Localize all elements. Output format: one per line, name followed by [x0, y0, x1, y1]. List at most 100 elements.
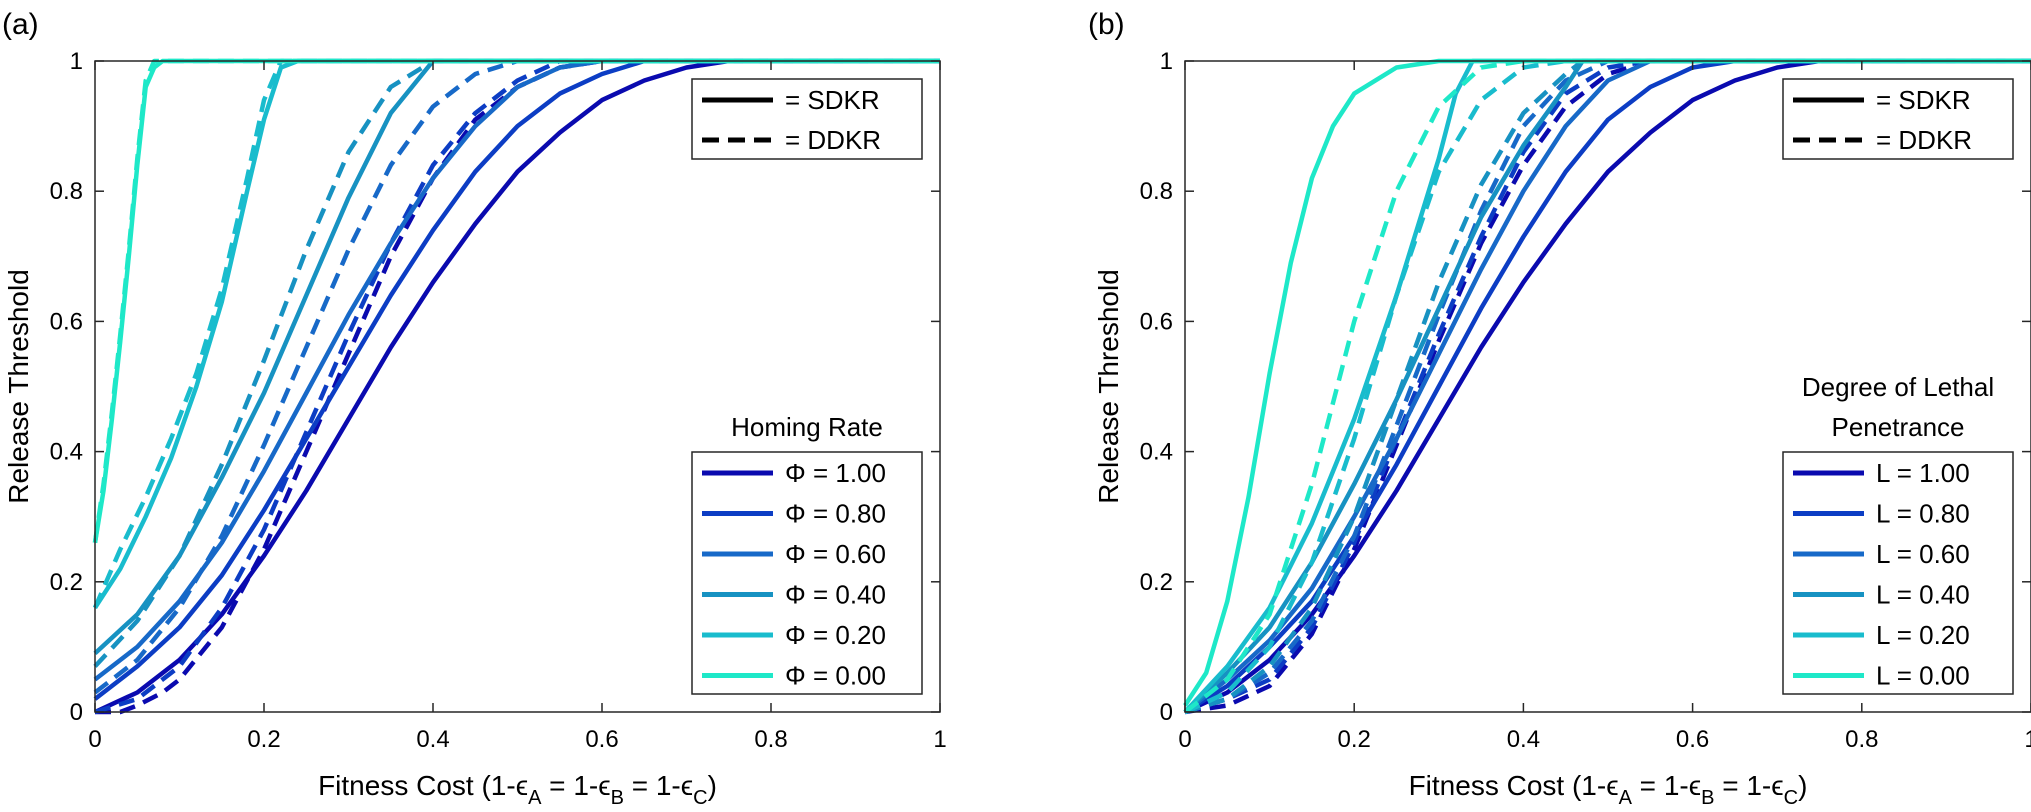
x-axis-label-part: ϵ — [516, 770, 528, 801]
x-tick-label: 0.6 — [1676, 726, 1709, 753]
series-line-ddkr — [92, 58, 940, 544]
x-axis-label-part: ) — [1798, 770, 1807, 801]
parameter-legend-label: L = 0.00 — [1876, 661, 1970, 691]
series-line-ddkr — [1184, 58, 2031, 715]
x-axis-label-part: = 1- — [1632, 770, 1689, 801]
panel-label: (b) — [1088, 8, 1125, 41]
x-axis-label: Fitness Cost (1-ϵA = 1-ϵB = 1-ϵC) — [1409, 770, 1808, 809]
series-line-sdkr — [94, 58, 940, 715]
series-line-ddkr — [93, 58, 940, 695]
x-tick-label: 0.4 — [1507, 726, 1540, 753]
x-tick-label: 0.8 — [1845, 726, 1878, 753]
style-legend-label: = DDKR — [1876, 125, 1972, 155]
parameter-legend-box — [1782, 451, 2014, 695]
x-axis-label-part: ) — [708, 770, 717, 801]
x-axis-label-subscript: C — [1784, 787, 1798, 809]
series-line-sdkr — [1183, 58, 2031, 714]
parameter-legend-label: Φ = 0.60 — [785, 539, 886, 569]
y-axis-label: Release Threshold — [1093, 269, 1124, 504]
y-tick-label: 0 — [1160, 699, 1173, 726]
x-axis-label-part: = 1- — [624, 770, 681, 801]
y-tick-label: 0.2 — [1140, 569, 1173, 596]
x-tick-label: 1 — [2024, 726, 2031, 753]
series-line-sdkr — [1183, 58, 2031, 707]
series-line-ddkr — [94, 58, 940, 715]
series-line-ddkr — [1184, 58, 2031, 715]
parameter-legend-title: Homing Rate — [731, 412, 883, 442]
y-tick-label: 0.6 — [1140, 308, 1173, 335]
parameter-legend-label: Φ = 1.00 — [785, 458, 886, 488]
panel-a: (a) 0 0.2 0.4 0.6 0.8 1 0 0.2 0.4 0.6 0.8 1 Fitness C… — [2, 8, 947, 809]
parameter-legend-label: L = 1.00 — [1876, 458, 1970, 488]
series-line-sdkr — [1183, 58, 2031, 714]
x-axis-label-subscript: A — [528, 787, 542, 809]
style-legend: = SDKR = DDKR — [1782, 78, 2014, 160]
parameter-legend-label: L = 0.40 — [1876, 580, 1970, 610]
x-tick-label: 0.2 — [247, 726, 280, 753]
x-axis-label: Fitness Cost (1-ϵA = 1-ϵB = 1-ϵC) — [318, 770, 717, 809]
x-tick-label: 1 — [933, 726, 946, 753]
parameter-legend-label: Φ = 0.80 — [785, 499, 886, 529]
panel-b: (b) 0 0.2 0.4 0.6 0.8 1 0 0.2 0.4 0.6 0.8 1 Fitness C… — [1088, 8, 2031, 809]
series-line-sdkr — [1183, 58, 2031, 714]
style-legend-box — [1782, 78, 2014, 160]
x-tick-label: 0.8 — [754, 726, 787, 753]
axes-box — [94, 60, 941, 713]
parameter-legend-label: L = 0.80 — [1876, 499, 1970, 529]
y-tick-label: 0.4 — [50, 439, 83, 466]
x-axis-label-part: ϵ — [681, 770, 693, 801]
x-axis-label-part: ϵ — [1606, 770, 1618, 801]
panel-label: (a) — [2, 8, 39, 41]
style-legend-label: = SDKR — [785, 85, 880, 115]
y-tick-label: 0 — [70, 699, 83, 726]
x-tick-label: 0.6 — [585, 726, 618, 753]
parameter-legend: Degree of Lethal Penetrance L = 1.00 L = 0.… — [1782, 372, 2014, 695]
series-line-sdkr — [93, 58, 940, 610]
series-line-ddkr — [1183, 58, 2031, 714]
series-line-sdkr — [93, 58, 940, 701]
parameter-legend-label: L = 0.60 — [1876, 539, 1970, 569]
style-legend-label: = DDKR — [785, 125, 881, 155]
series-line-sdkr — [1183, 58, 2031, 714]
x-axis-label-part: = 1- — [541, 770, 598, 801]
y-tick-label: 0.6 — [50, 308, 83, 335]
x-tick-label: 0.2 — [1338, 726, 1371, 753]
y-tick-label: 0.8 — [1140, 178, 1173, 205]
x-axis-label-subscript: A — [1619, 787, 1633, 809]
x-axis-label-part: ϵ — [598, 770, 610, 801]
x-tick-label: 0 — [88, 726, 101, 753]
style-legend-box — [691, 78, 923, 160]
parameter-legend-title: Penetrance — [1832, 412, 1965, 442]
x-axis-label-subscript: C — [693, 787, 707, 809]
axes-box — [1184, 60, 2031, 713]
y-tick-label: 0.2 — [50, 569, 83, 596]
style-legend: = SDKR = DDKR — [691, 78, 923, 160]
x-tick-label: 0.4 — [416, 726, 449, 753]
series-line-ddkr — [1184, 58, 2031, 715]
x-axis-label-part: = 1- — [1714, 770, 1771, 801]
x-axis-label-part: Fitness Cost (1- — [1409, 770, 1607, 801]
parameter-legend-box — [691, 451, 923, 695]
x-axis-label-subscript: B — [1701, 787, 1714, 809]
y-axis-label: Release Threshold — [3, 269, 34, 504]
parameter-legend-label: Φ = 0.00 — [785, 661, 886, 691]
parameter-legend: Homing Rate Φ = 1.00 Φ = 0.80 Φ = 0.60 Φ = 0… — [691, 412, 923, 695]
y-tick-label: 1 — [1160, 48, 1173, 75]
x-axis-label-part: Fitness Cost (1- — [318, 770, 516, 801]
series-line-sdkr — [1184, 58, 2031, 715]
x-axis-label-part: ϵ — [1771, 770, 1783, 801]
y-tick-label: 1 — [70, 48, 83, 75]
x-axis-label-part: ϵ — [1689, 770, 1701, 801]
y-tick-label: 0.4 — [1140, 439, 1173, 466]
x-tick-label: 0 — [1178, 726, 1191, 753]
y-tick-label: 0.8 — [50, 178, 83, 205]
x-axis-label-subscript: B — [611, 787, 624, 809]
parameter-legend-title: Degree of Lethal — [1802, 372, 1994, 402]
series-line-ddkr — [1184, 58, 2031, 715]
parameter-legend-label: Φ = 0.20 — [785, 620, 886, 650]
series-group — [1183, 58, 2031, 715]
series-group — [92, 58, 940, 715]
style-legend-label: = SDKR — [1876, 85, 1971, 115]
parameter-legend-label: Φ = 0.40 — [785, 580, 886, 610]
